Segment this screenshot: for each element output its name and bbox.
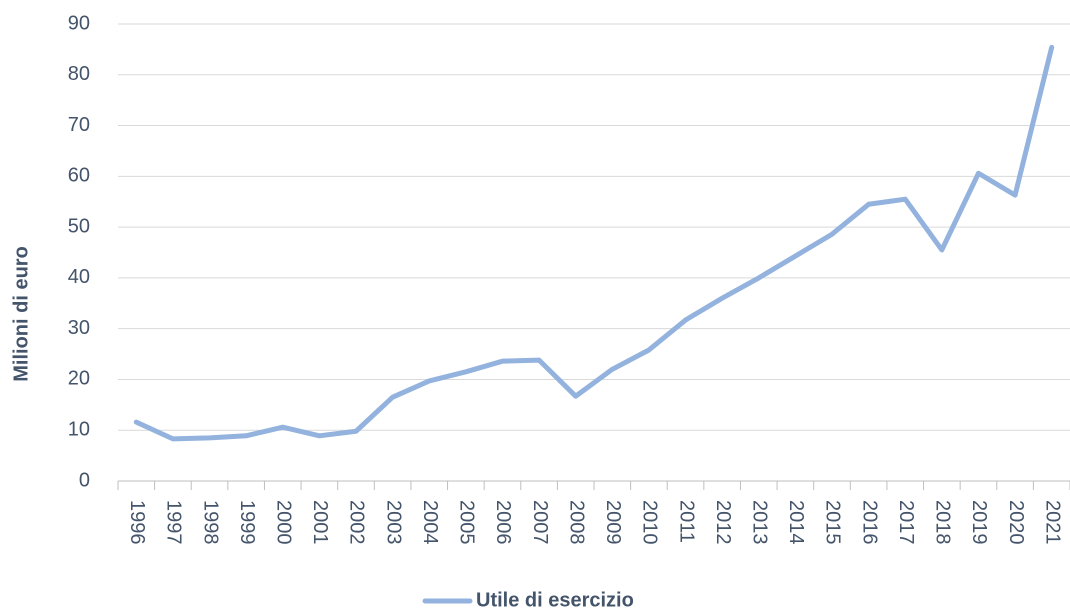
x-tick-label: 2015 — [822, 500, 844, 545]
x-tick-label: 2010 — [639, 500, 661, 545]
y-tick-label: 70 — [68, 114, 90, 136]
y-tick-label: 90 — [68, 12, 90, 34]
x-tick-label: 2017 — [895, 500, 917, 545]
x-tick-label: 2011 — [675, 500, 697, 543]
legend-label: Utile di esercizio — [476, 589, 634, 611]
x-tick-label: 1997 — [163, 500, 185, 545]
x-tick-label: 2008 — [565, 500, 587, 545]
x-tick-label: 2001 — [309, 500, 331, 545]
x-tick-label: 2020 — [1005, 500, 1027, 545]
y-tick-label: 30 — [68, 317, 90, 339]
x-tick-label: 2009 — [602, 500, 624, 545]
y-tick-label: 60 — [68, 165, 90, 187]
x-tick-label: 2006 — [492, 500, 514, 545]
x-tick-label: 2003 — [382, 500, 404, 545]
x-tick-label: 2016 — [858, 500, 880, 545]
x-tick-label: 2005 — [456, 500, 478, 545]
x-tick-label: 2000 — [272, 500, 294, 545]
data-line — [133, 44, 1055, 442]
x-tick-label: 1999 — [236, 500, 258, 545]
x-tick-label: 2004 — [419, 500, 441, 545]
y-tick-label: 0 — [79, 469, 90, 491]
y-axis-title: Milioni di euro — [10, 246, 32, 382]
y-tick-label: 20 — [68, 368, 90, 390]
x-tick-label: 2019 — [968, 500, 990, 545]
x-tick-label: 2002 — [346, 500, 368, 545]
y-tick-label: 80 — [68, 63, 90, 85]
x-tick-label: 1996 — [126, 500, 148, 545]
y-tick-label: 10 — [68, 419, 90, 441]
y-tick-label: 50 — [68, 215, 90, 237]
x-tick-label: 1998 — [199, 500, 221, 545]
x-tick-label: 2007 — [529, 500, 551, 545]
x-tick-label: 2021 — [1041, 500, 1063, 545]
x-tick-label: 2013 — [748, 500, 770, 545]
x-tick-label: 2018 — [932, 500, 954, 545]
x-tick-label: 2012 — [712, 500, 734, 545]
x-tick-label: 2014 — [785, 500, 807, 545]
y-tick-label: 40 — [68, 266, 90, 288]
